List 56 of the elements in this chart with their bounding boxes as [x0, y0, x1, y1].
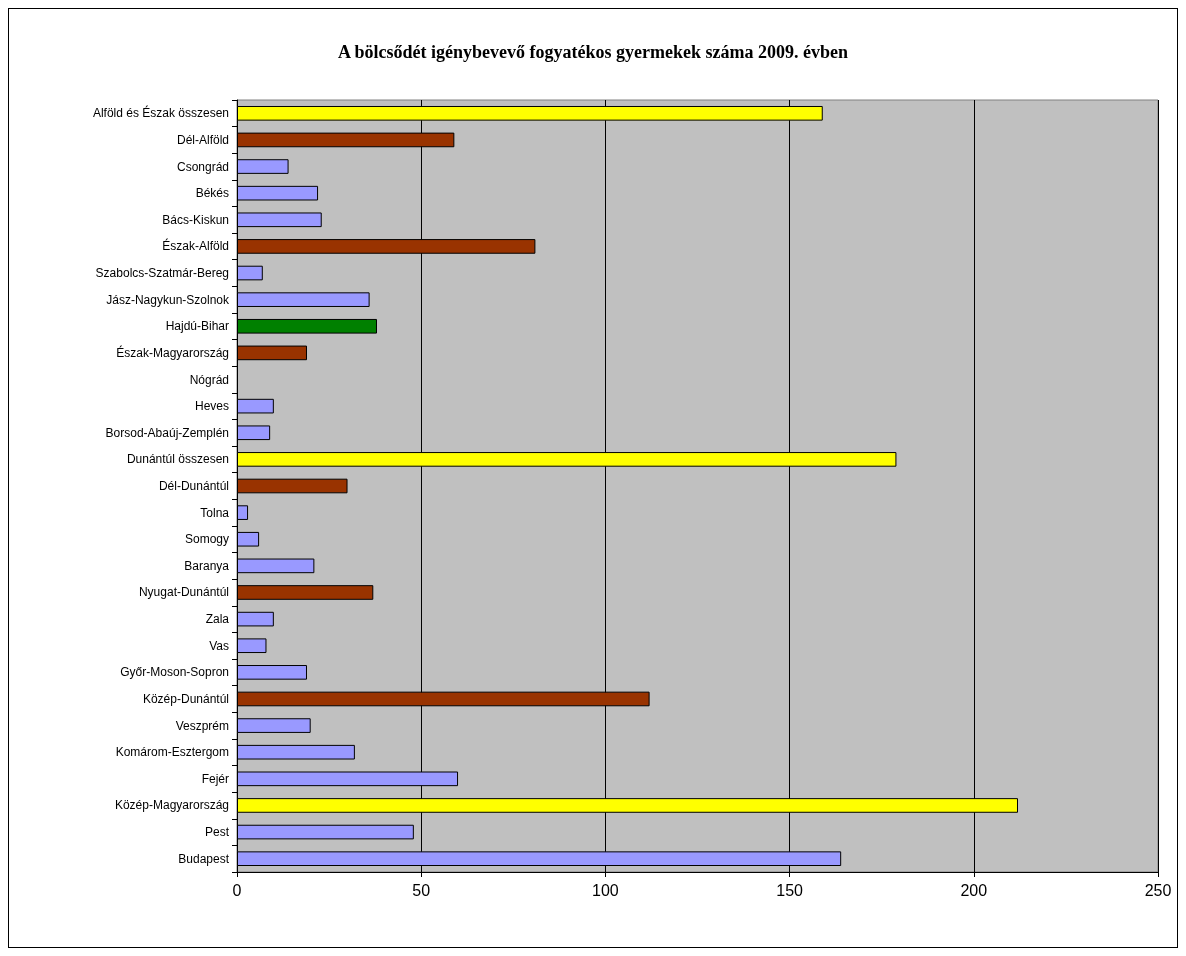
y-tick-label: Borsod-Abaúj-Zemplén [105, 425, 229, 440]
y-tick-label: Alföld és Észak összesen [92, 105, 229, 121]
y-tick-label: Hajdú-Bihar [165, 319, 229, 334]
bar [237, 265, 263, 281]
bar [237, 425, 271, 441]
y-tick-label: Komárom-Esztergom [115, 745, 229, 760]
x-tick-label: 50 [412, 881, 431, 899]
bar [237, 718, 311, 733]
x-tick-label: 100 [592, 881, 619, 899]
y-tick-label: Fejér [201, 771, 229, 786]
x-tick-label: 0 [232, 881, 242, 899]
y-tick-label: Heves [194, 399, 229, 414]
y-tick-label: Észak-Alföld [162, 238, 229, 254]
bar [237, 185, 319, 201]
bar [237, 531, 260, 547]
bar [237, 159, 289, 174]
y-tick-label: Békés [195, 186, 229, 201]
bar [237, 585, 374, 600]
y-tick-label: Somogy [184, 532, 229, 547]
chart-title: A bölcsődét igénybevevő fogyatékos gyermekek száma 2009. évben [338, 42, 848, 62]
y-tick-label: Tolna [200, 505, 230, 520]
bar [237, 398, 274, 414]
y-tick-label: Jász-Nagykun-Szolnok [106, 292, 230, 307]
y-tick-label: Zala [205, 612, 230, 627]
y-tick-label: Vas [209, 638, 229, 653]
bar [237, 744, 355, 760]
y-tick-label: Budapest [178, 851, 230, 866]
y-tick-label: Közép-Magyarország [114, 798, 229, 813]
bar [237, 665, 307, 680]
bar [237, 638, 267, 654]
x-tick-label: 150 [776, 881, 804, 899]
bar [237, 292, 370, 307]
bar [237, 318, 377, 334]
y-tick-label: Nyugat-Dunántúl [138, 585, 229, 600]
y-tick-label: Pest [204, 825, 230, 840]
bar [237, 478, 348, 494]
bar [237, 505, 249, 520]
bar [237, 345, 307, 361]
y-tick-label: Szabolcs-Szatmár-Bereg [95, 266, 229, 281]
x-tick-label: 250 [1144, 881, 1172, 899]
bar [237, 611, 274, 627]
y-tick-label: Baranya [184, 558, 230, 573]
y-tick-label: Észak-Magyarország [116, 344, 229, 360]
bar [237, 212, 322, 228]
y-tick-label: Dunántúl összesen [126, 452, 229, 467]
y-tick-label: Dél-Alföld [176, 132, 229, 147]
y-tick-label: Győr-Moson-Sopron [120, 665, 229, 680]
bar [237, 824, 414, 840]
y-tick-label: Csongrád [176, 159, 229, 174]
bar [237, 558, 315, 574]
x-tick-label: 200 [960, 881, 988, 899]
y-tick-label: Bács-Kiskun [162, 212, 229, 227]
y-tick-label: Közép-Dunántúl [142, 691, 229, 706]
y-tick-label: Veszprém [175, 718, 229, 733]
y-tick-label: Nógrád [189, 372, 229, 387]
y-tick-label: Dél-Dunántúl [158, 479, 229, 493]
